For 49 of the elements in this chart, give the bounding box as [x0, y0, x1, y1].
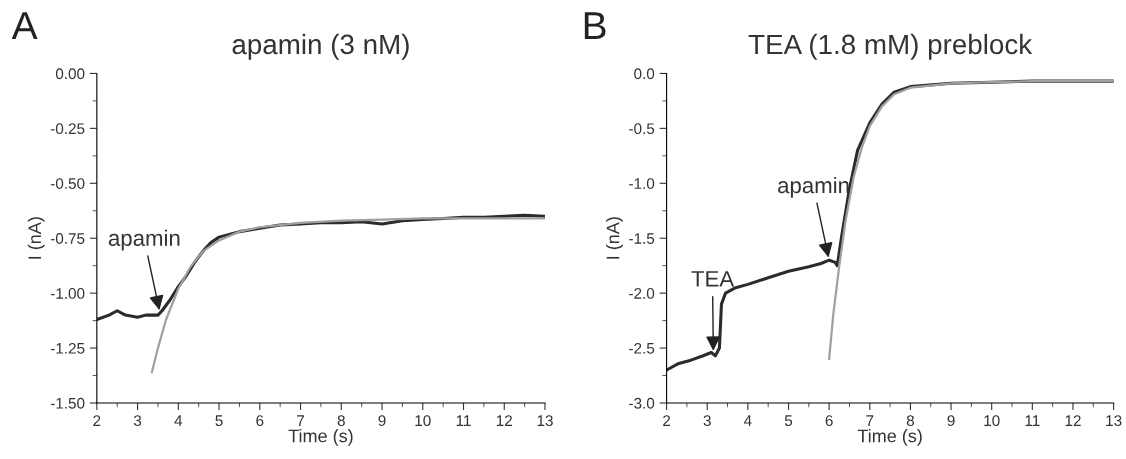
x-axis-title: Time (s) — [857, 429, 922, 446]
x-tick-label: 7 — [297, 415, 305, 426]
y-tick-label: -1.0 — [629, 178, 655, 189]
y-tick-label: -1.5 — [629, 233, 655, 244]
annotation: apamin — [108, 229, 180, 251]
annotation: apamin — [778, 176, 849, 198]
x-tick-label: 11 — [1025, 415, 1040, 426]
x-tick-label: 12 — [496, 415, 512, 426]
x-tick-label: 2 — [663, 415, 671, 426]
y-axis-title: I (nA) — [27, 217, 45, 259]
x-tick-label: 12 — [1065, 415, 1081, 426]
x-tick-label: 8 — [337, 415, 345, 427]
chart-title: apamin (3 nM) — [232, 33, 409, 60]
y-tick-label: -1.25 — [50, 342, 85, 354]
x-tick-label: 6 — [825, 415, 833, 427]
x-tick-label: 9 — [947, 415, 955, 427]
x-tick-label: 9 — [378, 415, 386, 427]
x-tick-label: 10 — [415, 415, 431, 427]
x-axis-title: Time (s) — [288, 429, 353, 446]
x-tick-label: 4 — [743, 415, 752, 426]
y-tick-label: -0.5 — [629, 123, 655, 135]
x-tick-label: 3 — [703, 415, 711, 427]
text: A — [11, 12, 38, 40]
y-tick-label: -2.5 — [629, 342, 655, 354]
x-tick-label: 7 — [866, 415, 874, 426]
y-tick-label: 0.0 — [634, 68, 655, 80]
chart-title: TEA (1.8 mM) preblock — [748, 33, 1033, 60]
y-tick-label: -1.00 — [50, 288, 85, 299]
x-tick-label: 4 — [174, 415, 183, 426]
y-tick-label: -0.75 — [50, 233, 85, 244]
x-tick-label: 2 — [93, 415, 101, 426]
x-tick-label: 3 — [133, 415, 142, 427]
y-tick-label: -3.0 — [629, 397, 655, 409]
y-tick-label: -2.0 — [629, 288, 655, 299]
y-tick-label: -1.50 — [50, 397, 85, 409]
x-tick-label: 5 — [215, 415, 223, 427]
x-tick-label: 13 — [537, 415, 553, 427]
text: B — [584, 12, 606, 40]
annotation: TEA — [691, 271, 735, 287]
y-tick-label: -0.25 — [50, 123, 85, 135]
y-tick-label: 0.00 — [55, 68, 85, 80]
y-axis-title: I (nA) — [606, 217, 623, 259]
x-tick-label: 13 — [1106, 415, 1122, 427]
x-tick-label: 11 — [456, 415, 471, 426]
x-tick-label: 8 — [906, 415, 915, 427]
x-tick-label: 6 — [256, 415, 264, 427]
x-tick-label: 10 — [984, 415, 1000, 427]
y-tick-label: -0.50 — [50, 178, 85, 189]
x-tick-label: 5 — [784, 415, 793, 427]
